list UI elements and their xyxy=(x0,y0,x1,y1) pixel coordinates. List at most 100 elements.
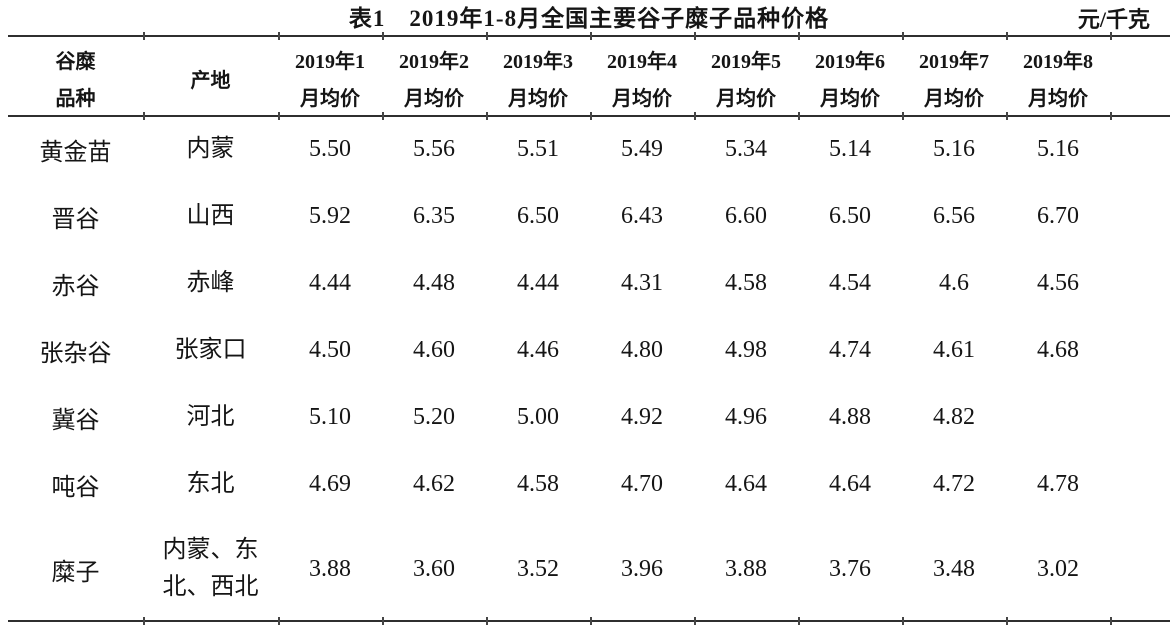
column-tick xyxy=(590,32,592,40)
price-cell: 3.88 xyxy=(725,555,767,582)
price-cell: 4.31 xyxy=(621,270,663,296)
origin-cell: 河北 xyxy=(186,404,235,430)
price-cell: 3.88 xyxy=(309,555,351,582)
col-header-month-line2: 月均价 xyxy=(300,88,360,110)
price-cell: 4.96 xyxy=(725,404,767,430)
price-cell: 4.54 xyxy=(829,270,871,296)
price-cell: 4.60 xyxy=(413,337,455,363)
price-cell: 4.82 xyxy=(933,404,975,430)
price-cell: 6.70 xyxy=(1037,203,1079,229)
column-tick xyxy=(694,32,696,40)
col-header-month: 2019年2 月均价 xyxy=(382,36,486,116)
origin-cell: 内蒙、东 北、西北 xyxy=(162,537,259,600)
price-cell: 5.14 xyxy=(829,136,871,162)
col-header-month-line1: 2019年5 xyxy=(711,51,781,73)
variety-cell: 赤谷 xyxy=(51,274,100,300)
column-tick xyxy=(382,32,384,40)
price-cell: 5.50 xyxy=(309,136,351,162)
variety-cell: 张杂谷 xyxy=(39,341,112,367)
price-cell: 6.56 xyxy=(933,203,975,229)
col-header-month-line2: 月均价 xyxy=(612,88,672,110)
col-header-month: 2019年3 月均价 xyxy=(486,36,590,116)
origin-cell: 山西 xyxy=(186,203,235,229)
column-tick xyxy=(278,32,280,40)
col-header-origin: 产地 xyxy=(143,36,278,116)
col-header-month-line1: 2019年6 xyxy=(815,51,885,73)
col-header-variety-line1: 谷糜 xyxy=(55,51,96,73)
price-cell: 5.92 xyxy=(309,203,351,229)
table-header-rule xyxy=(8,115,1170,117)
column-tick xyxy=(143,32,145,40)
column-tick xyxy=(278,112,280,120)
price-cell: 5.10 xyxy=(309,404,351,430)
price-cell: 3.76 xyxy=(829,555,871,582)
column-tick xyxy=(486,32,488,40)
price-cell: 3.52 xyxy=(517,555,559,582)
column-tick xyxy=(1006,112,1008,120)
col-header-month-line1: 2019年3 xyxy=(503,51,573,73)
col-header-month: 2019年6 月均价 xyxy=(798,36,902,116)
variety-cell: 吨谷 xyxy=(51,475,100,501)
price-cell: 6.50 xyxy=(517,203,559,229)
price-cell: 4.61 xyxy=(933,337,975,363)
col-header-month-line2: 月均价 xyxy=(820,88,880,110)
price-cell: 6.43 xyxy=(621,203,663,229)
price-cell: 4.56 xyxy=(1037,270,1079,296)
price-cell: 4.80 xyxy=(621,337,663,363)
price-table: 谷糜 品种 产地 2019年1 月均价 2019年2 月均价 2019年3 月均… xyxy=(8,36,1110,620)
variety-cell: 冀谷 xyxy=(51,408,100,434)
price-cell: 4.78 xyxy=(1037,471,1079,497)
col-header-month: 2019年7 月均价 xyxy=(902,36,1006,116)
column-tick xyxy=(382,617,384,625)
col-header-month-line2: 月均价 xyxy=(716,88,776,110)
price-cell xyxy=(1006,384,1110,451)
column-tick xyxy=(902,617,904,625)
column-tick xyxy=(1006,32,1008,40)
price-cell: 4.6 xyxy=(939,270,969,296)
price-cell: 4.74 xyxy=(829,337,871,363)
price-cell: 3.96 xyxy=(621,555,663,582)
column-tick xyxy=(798,112,800,120)
col-header-month-line1: 2019年1 xyxy=(295,51,365,73)
column-tick xyxy=(902,112,904,120)
price-cell: 4.46 xyxy=(517,337,559,363)
price-cell: 4.44 xyxy=(517,270,559,296)
col-header-month-line2: 月均价 xyxy=(508,88,568,110)
price-cell: 6.35 xyxy=(413,203,455,229)
origin-cell: 赤峰 xyxy=(186,270,235,296)
col-header-month: 2019年4 月均价 xyxy=(590,36,694,116)
price-cell: 4.44 xyxy=(309,270,351,296)
col-header-month: 2019年5 月均价 xyxy=(694,36,798,116)
price-cell: 4.88 xyxy=(829,404,871,430)
column-tick xyxy=(694,112,696,120)
col-header-month: 2019年8 月均价 xyxy=(1006,36,1110,116)
column-tick xyxy=(1110,32,1112,40)
price-cell: 4.68 xyxy=(1037,337,1079,363)
table-top-rule xyxy=(8,35,1170,37)
price-cell: 5.16 xyxy=(1037,136,1079,162)
price-cell: 4.70 xyxy=(621,471,663,497)
price-cell: 4.58 xyxy=(517,471,559,497)
col-header-variety-line2: 品种 xyxy=(55,88,96,110)
unit-label: 元/千克 xyxy=(1077,7,1150,32)
price-cell: 4.62 xyxy=(413,471,455,497)
price-cell: 4.64 xyxy=(829,471,871,497)
table-bottom-rule xyxy=(8,620,1170,622)
variety-cell: 糜子 xyxy=(51,559,100,586)
column-tick xyxy=(143,112,145,120)
col-header-month-line2: 月均价 xyxy=(1028,88,1088,110)
price-cell: 6.50 xyxy=(829,203,871,229)
col-header-month-line1: 2019年2 xyxy=(399,51,469,73)
column-tick xyxy=(798,32,800,40)
col-header-month-line1: 2019年4 xyxy=(607,51,677,73)
price-cell: 5.00 xyxy=(517,404,559,430)
price-cell: 3.02 xyxy=(1037,555,1079,582)
col-header-month-line1: 2019年7 xyxy=(919,51,989,73)
column-tick xyxy=(143,617,145,625)
table-caption: 表1 2019年1-8月全国主要谷子糜子品种价格 xyxy=(348,6,830,31)
price-cell: 4.64 xyxy=(725,471,767,497)
price-cell: 4.92 xyxy=(621,404,663,430)
price-cell: 4.48 xyxy=(413,270,455,296)
price-cell: 4.72 xyxy=(933,471,975,497)
